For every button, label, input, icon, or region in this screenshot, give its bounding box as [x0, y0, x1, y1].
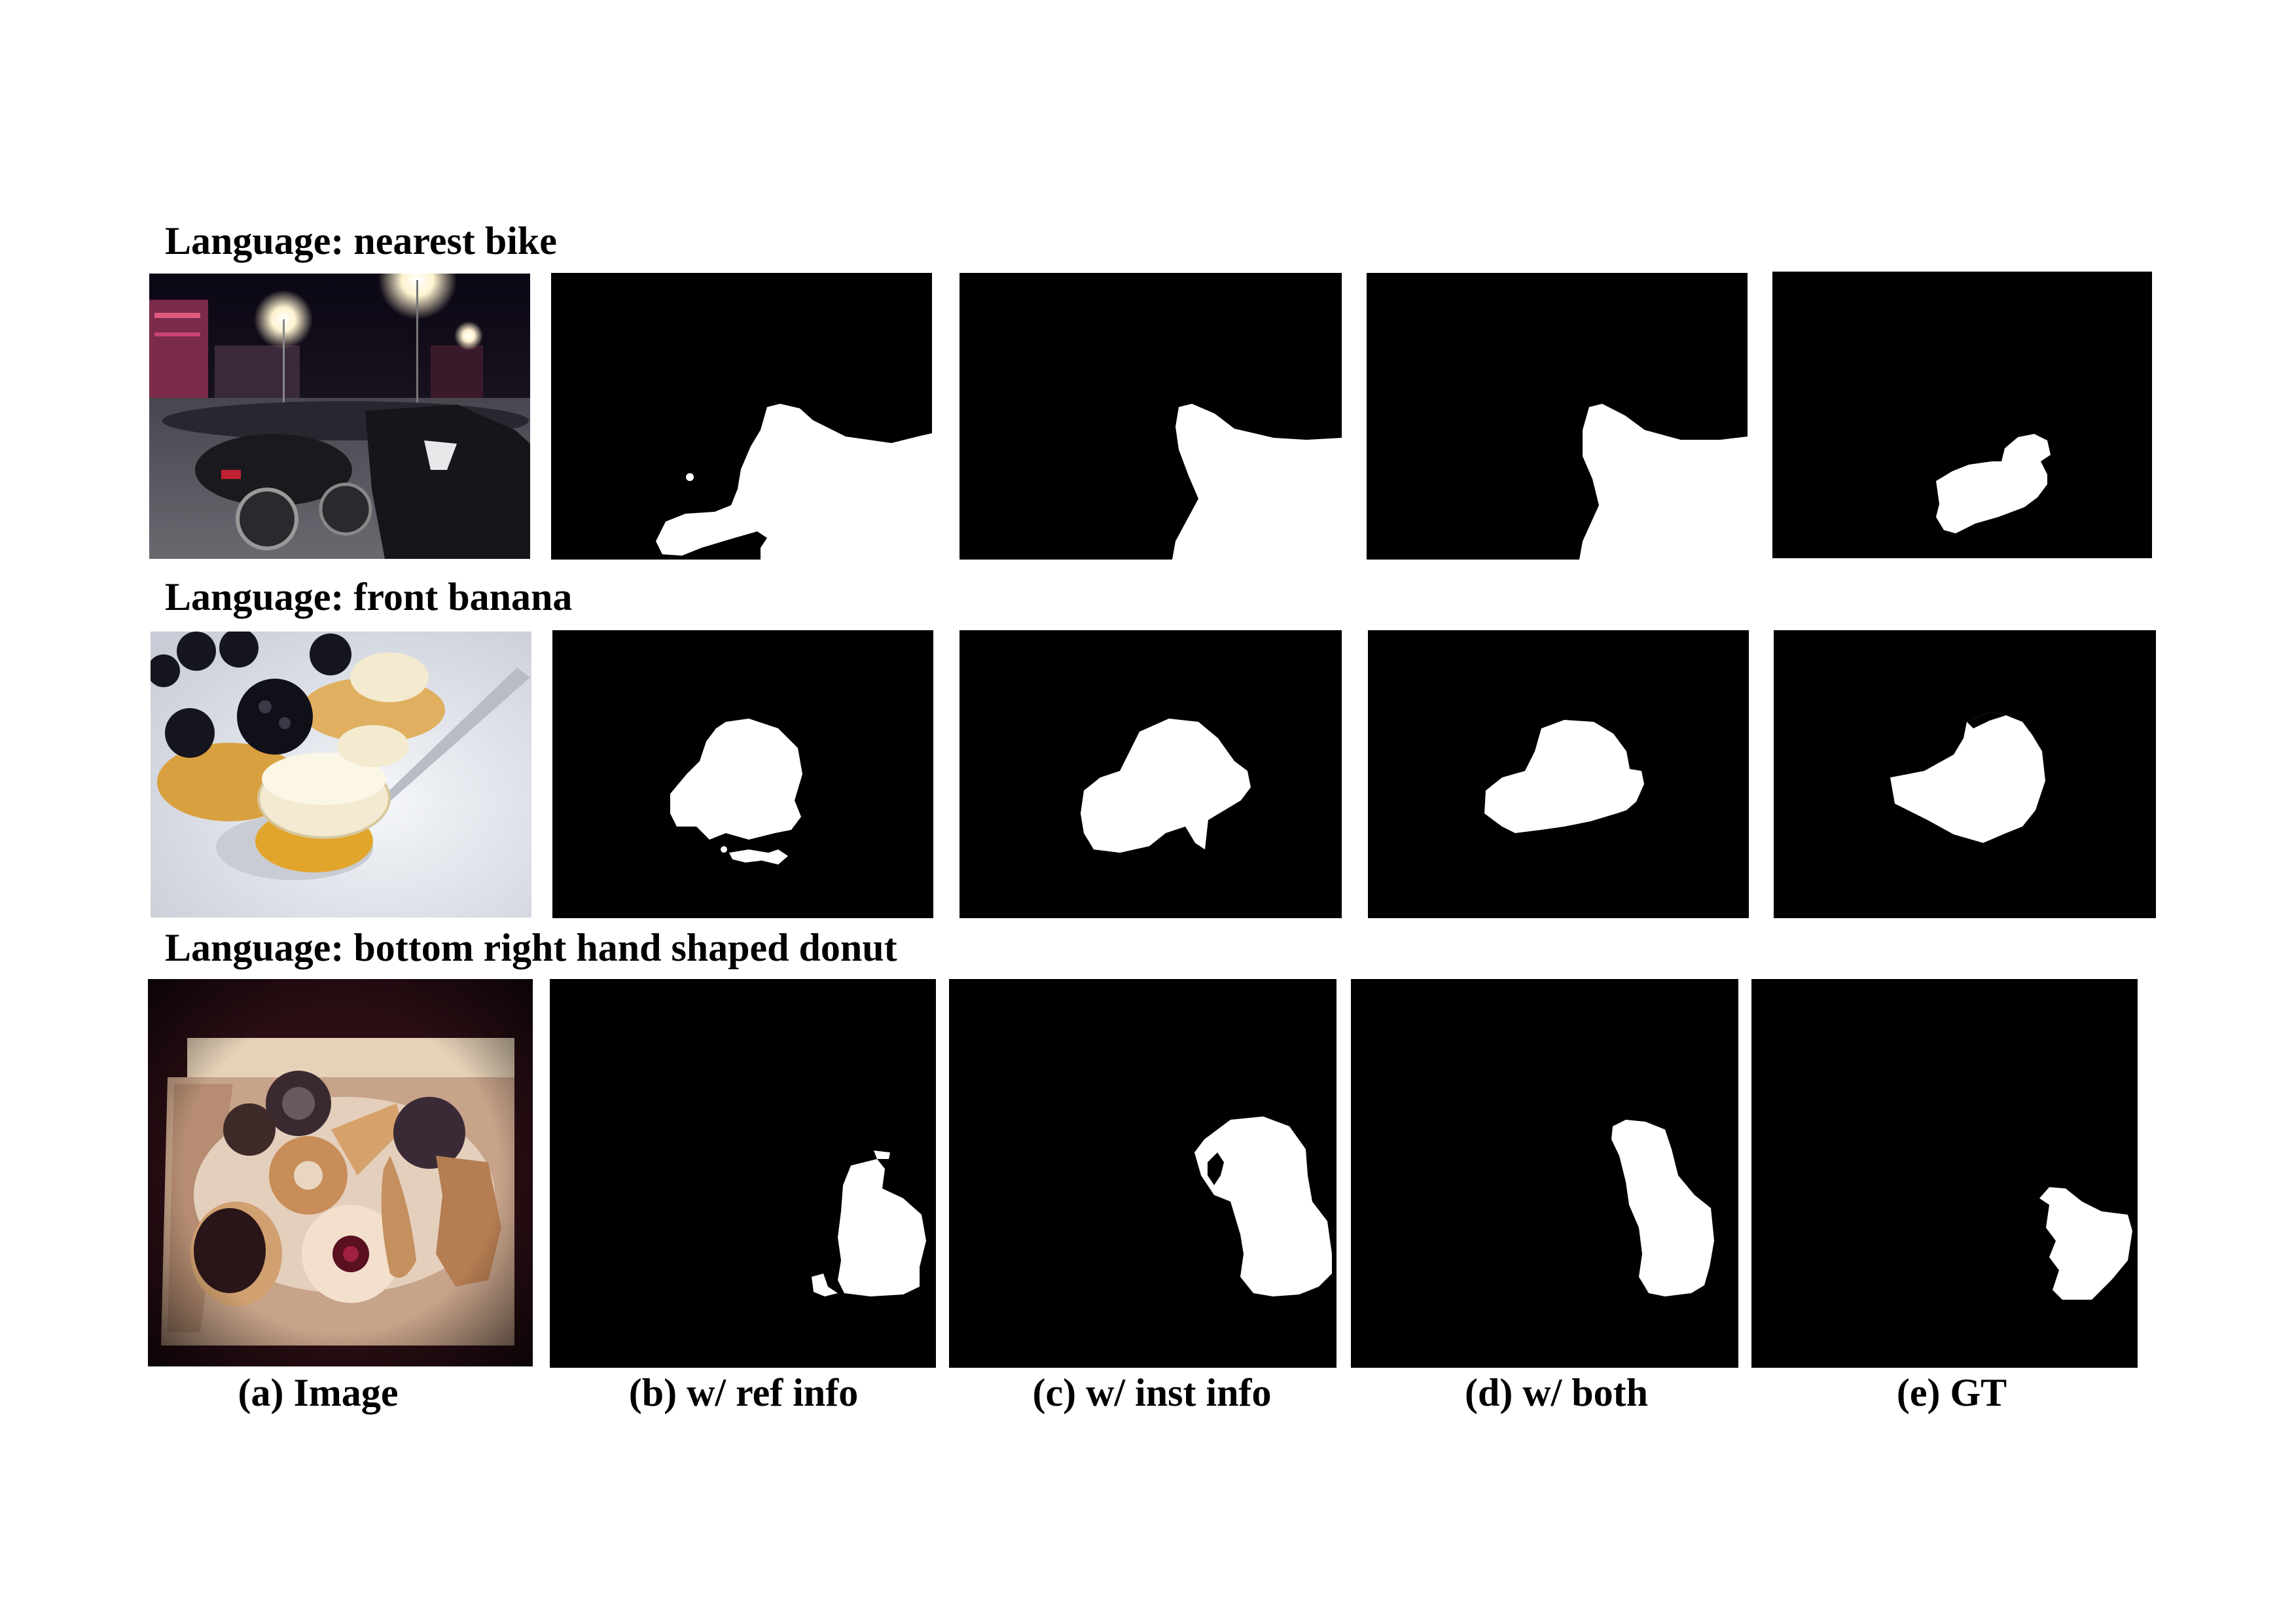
caption-b-ref-info: (b) w/ ref info: [628, 1371, 859, 1414]
row3-mask-gt: [1751, 979, 2138, 1368]
row2-mask-both: [1368, 630, 1749, 918]
row1-language-label: Language: nearest bike: [165, 219, 557, 262]
row3-mask-ref-info: [550, 979, 936, 1368]
donut-box-photo: [148, 979, 533, 1366]
row2-image-front-banana: [151, 632, 531, 918]
row1-mask-ref-info: [551, 273, 932, 560]
blackberry-banana-dessert-photo: [151, 632, 531, 918]
caption-a-image: (a) Image: [238, 1371, 399, 1414]
row2-mask-gt: [1774, 630, 2156, 918]
night-parking-lot-motorcycles-photo: [149, 274, 530, 559]
row1-image-nearest-bike: [149, 274, 530, 559]
caption-c-inst-info: (c) w/ inst info: [1032, 1371, 1272, 1414]
row1-mask-both: [1367, 273, 1748, 560]
row2-language-label: Language: front banana: [165, 575, 573, 618]
row1-mask-inst-info: [960, 273, 1342, 560]
row3-image-donut: [148, 979, 533, 1366]
row2-mask-ref-info: [552, 630, 933, 918]
row3-mask-inst-info: [949, 979, 1336, 1368]
row1-mask-gt: [1772, 272, 2152, 558]
caption-d-both: (d) w/ both: [1464, 1371, 1649, 1414]
row3-language-label: Language: bottom right hand shaped donut: [165, 926, 897, 969]
caption-e-gt: (e) GT: [1896, 1371, 2007, 1414]
row2-mask-inst-info: [960, 630, 1342, 918]
row3-mask-both: [1351, 979, 1738, 1368]
